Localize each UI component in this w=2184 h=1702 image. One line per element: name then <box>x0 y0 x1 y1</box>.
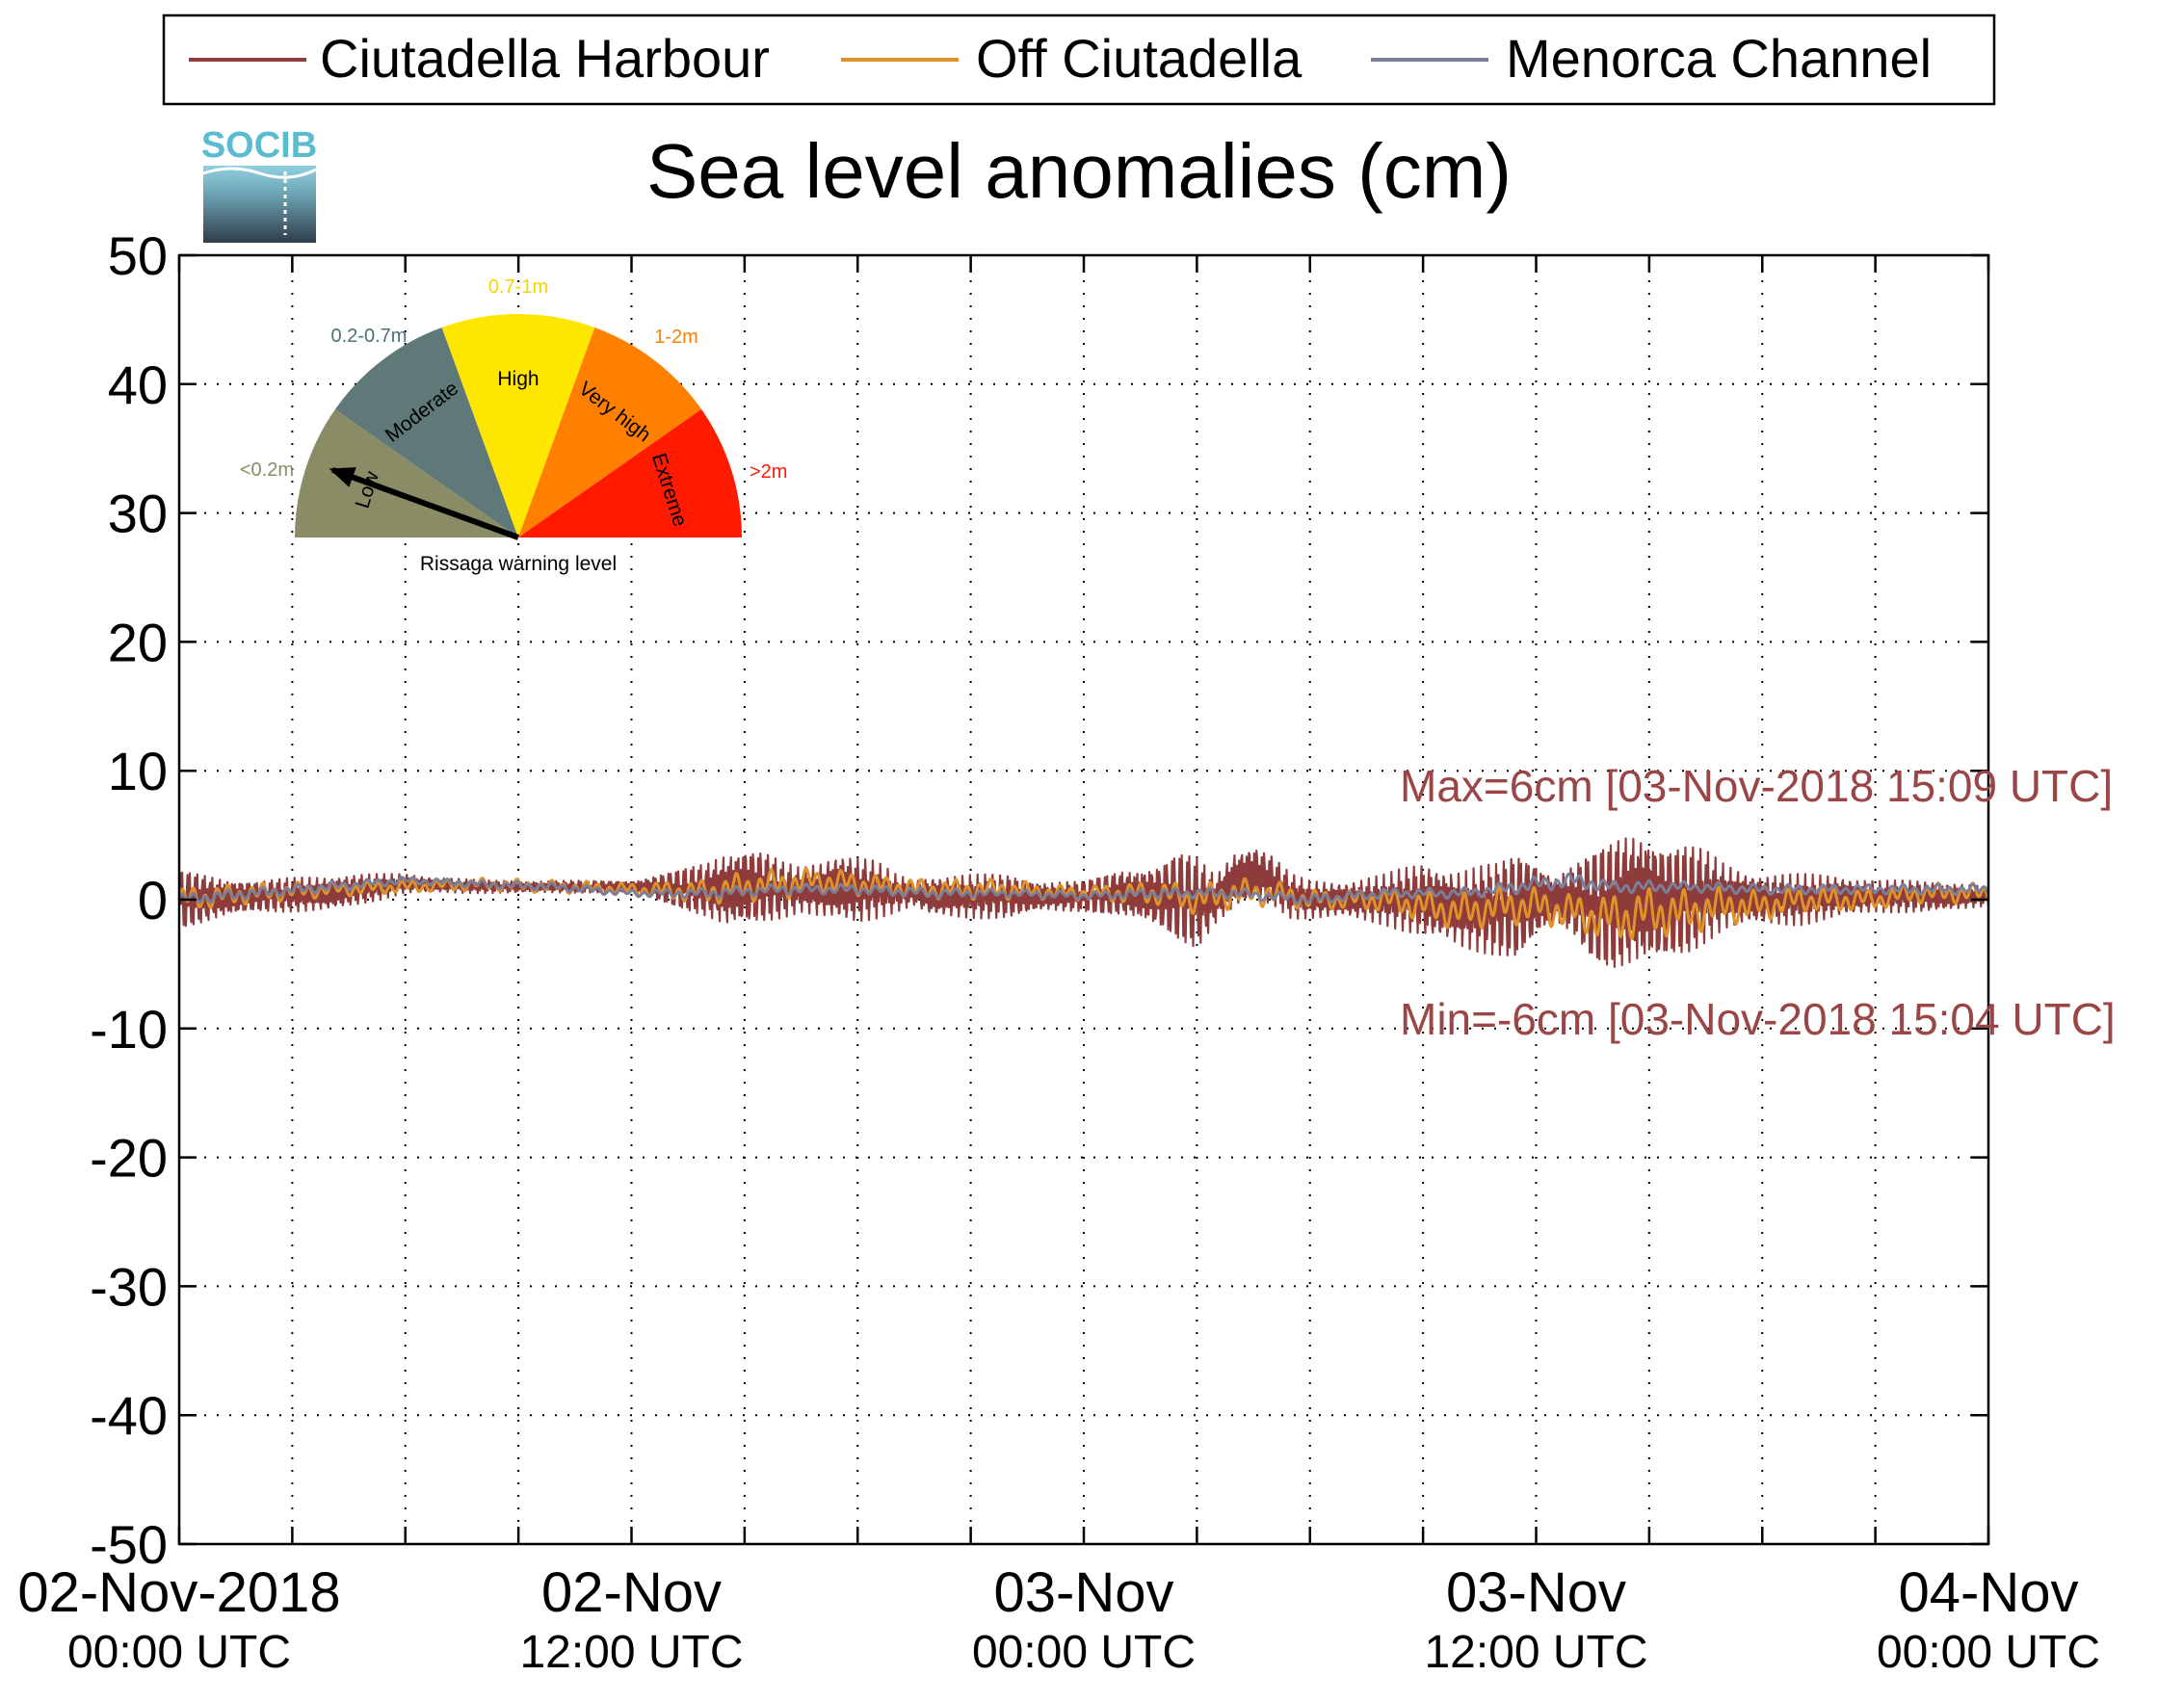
gauge-needle <box>331 467 520 540</box>
legend-label-off-ciutadella: Off Ciutadella <box>976 28 1303 89</box>
gauge-segment <box>295 408 518 537</box>
gauge-segment <box>441 314 595 537</box>
legend-box <box>162 13 1996 106</box>
x-tick-sublabel: 00:00 UTC <box>67 1627 291 1678</box>
gauge-segment-label: High <box>497 368 539 390</box>
logo-text: SOCIB <box>201 125 317 166</box>
gauge-range-label: 0.2-0.7m <box>331 326 408 347</box>
gauge-segment <box>518 327 702 537</box>
y-tick-label: -40 <box>90 1385 168 1446</box>
x-tick-label: 03-Nov <box>994 1561 1174 1624</box>
legend: Ciutadella Harbour Off Ciutadella Menorc… <box>162 13 1996 106</box>
y-tick-label: 20 <box>108 612 168 672</box>
gauge-range-label: >2m <box>750 461 787 483</box>
x-tick-label: 02-Nov-2018 <box>17 1561 340 1624</box>
data-series <box>177 837 1990 968</box>
legend-label-ciutadella-harbour: Ciutadella Harbour <box>320 28 770 89</box>
logo-wave <box>202 167 317 179</box>
series-line <box>177 872 1990 905</box>
gauge-segment <box>518 408 742 537</box>
gauge-caption: Rissaga warning level <box>420 553 617 575</box>
x-tick-label: 03-Nov <box>1446 1561 1626 1624</box>
x-tick-sublabel: 00:00 UTC <box>1877 1627 2100 1678</box>
series-line <box>177 837 1990 968</box>
y-tick-label: 40 <box>108 354 168 415</box>
x-tick-label: 04-Nov <box>1899 1561 2079 1624</box>
gauge-segment <box>334 327 518 537</box>
x-tick-sublabel: 12:00 UTC <box>519 1627 743 1678</box>
gauge-range-label: 0.7-1m <box>488 276 548 298</box>
series-line <box>177 867 1990 940</box>
chart-title: Sea level anomalies (cm) <box>646 128 1512 214</box>
min-annotation: Min=-6cm [03-Nov-2018 15:04 UTC] <box>1400 994 2116 1044</box>
y-tick-label: -10 <box>90 999 168 1060</box>
gauge-range-label: 1-2m <box>654 327 698 348</box>
logo-wave-block <box>203 166 316 243</box>
y-tick-label: -20 <box>90 1128 168 1189</box>
y-tick-label: 50 <box>108 225 168 286</box>
gauge-needle-head <box>329 467 356 487</box>
y-tick-label: -50 <box>90 1514 168 1575</box>
y-tick-label: 0 <box>138 870 168 930</box>
y-tick-label: 10 <box>108 741 168 801</box>
max-annotation: Max=6cm [03-Nov-2018 15:09 UTC] <box>1400 761 2113 811</box>
y-axis: 50 40 30 20 10 0 -10 -20 -30 -40 -50 <box>90 225 1988 1575</box>
gauge-range-label: <0.2m <box>240 459 294 481</box>
y-tick-label: 30 <box>108 484 168 544</box>
socib-logo: SOCIB <box>201 125 317 243</box>
x-tick-sublabel: 00:00 UTC <box>972 1627 1196 1678</box>
x-tick-sublabel: 12:00 UTC <box>1424 1627 1647 1678</box>
rissaga-gauge: Rissaga warning level Low<0.2mModerate0.… <box>240 276 788 575</box>
x-tick-label: 02-Nov <box>541 1561 722 1624</box>
legend-label-menorca-channel: Menorca Channel <box>1506 28 1932 89</box>
y-tick-label: -30 <box>90 1256 168 1317</box>
